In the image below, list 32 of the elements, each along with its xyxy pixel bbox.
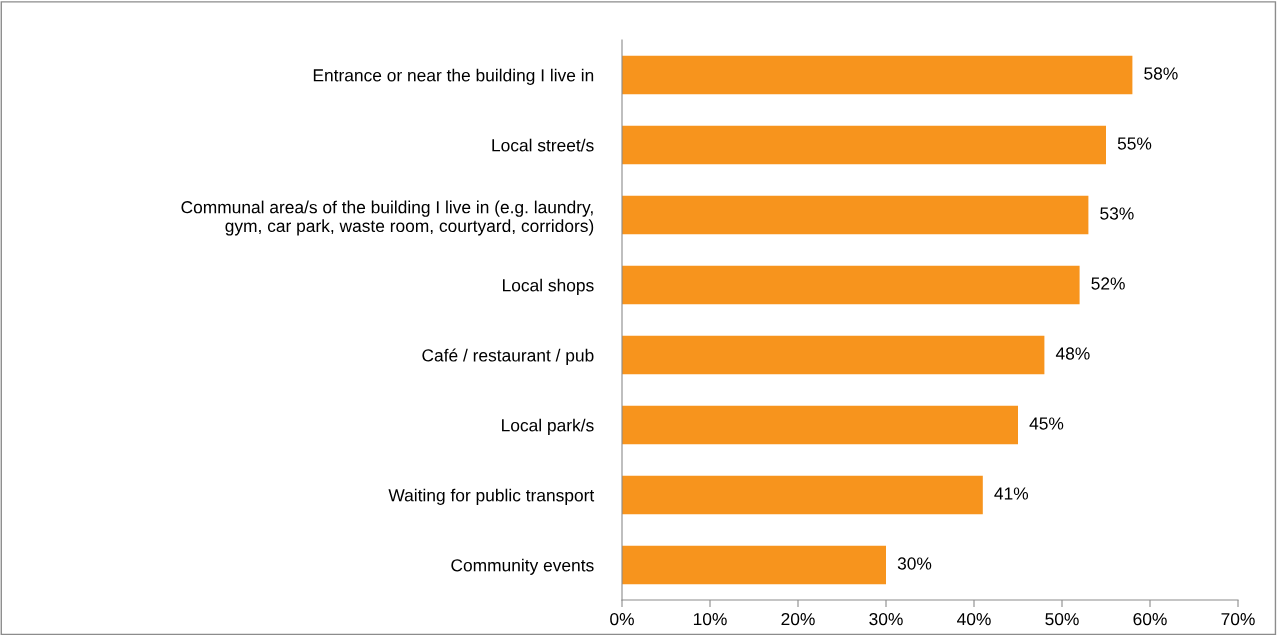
x-tick-label: 50%: [1045, 612, 1079, 626]
y-tick-label: Café / restaurant / pub: [422, 348, 594, 365]
bar: [622, 55, 1133, 95]
y-tick-label: Waiting for public transport: [388, 488, 595, 505]
bar: [622, 125, 1106, 165]
data-label: 55%: [1117, 137, 1152, 150]
y-tick-label: Communal area/s of the building I live in (e.g. laundry, gym, car park, waste room, courtyard, corridors): [181, 200, 594, 236]
bar: [622, 195, 1089, 235]
y-tick-label: Local shops: [503, 278, 594, 295]
x-tick-label: 10%: [693, 612, 727, 626]
x-tick-label: 40%: [957, 612, 991, 626]
data-label: 58%: [1144, 67, 1178, 80]
x-tick-label: 30%: [869, 612, 903, 626]
data-label: 41%: [994, 487, 1029, 500]
x-tick-label: 20%: [781, 612, 815, 626]
bar: [622, 545, 886, 585]
data-label: 48%: [1055, 347, 1090, 360]
x-tick-label: 60%: [1133, 612, 1167, 626]
data-label: 53%: [1100, 207, 1134, 220]
data-label: 30%: [897, 557, 932, 570]
x-tick-label: 0%: [610, 612, 634, 626]
bar: [622, 265, 1080, 305]
bar: [622, 405, 1018, 445]
data-label: 52%: [1091, 277, 1125, 290]
bar: [622, 475, 983, 515]
x-tick-label: 70%: [1221, 612, 1255, 626]
y-tick-label: Local park/s: [502, 418, 594, 435]
y-tick-label: Entrance or near the building I live in: [313, 68, 594, 85]
bar: [622, 335, 1045, 375]
data-label: 45%: [1029, 417, 1064, 430]
y-tick-label: Local street/s: [492, 138, 594, 152]
y-tick-label: Community events: [451, 558, 594, 575]
